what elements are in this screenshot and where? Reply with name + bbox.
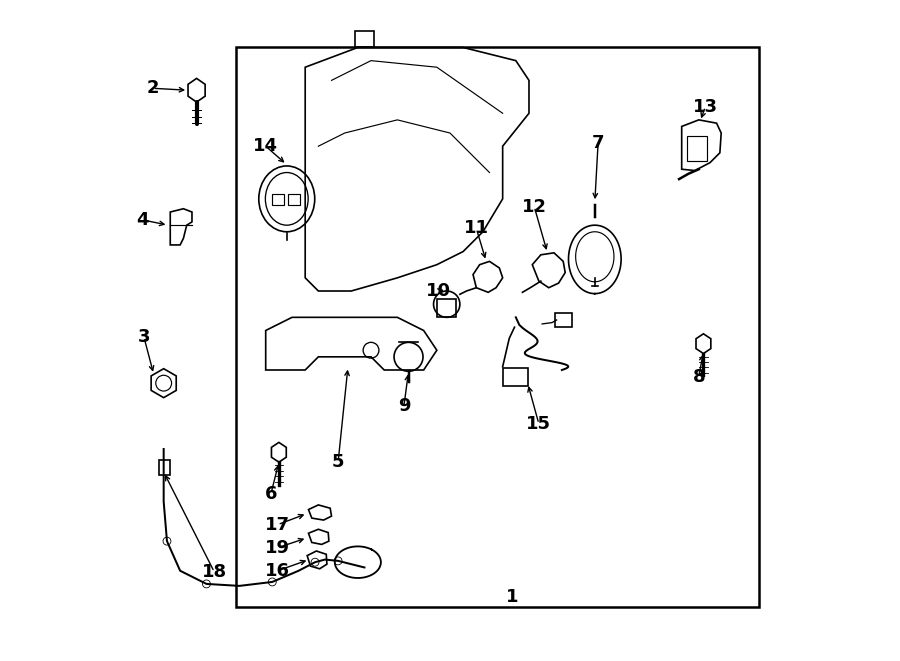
- Text: 6: 6: [265, 485, 277, 503]
- Text: 12: 12: [522, 198, 547, 215]
- Text: 14: 14: [253, 137, 278, 155]
- Bar: [159, 459, 169, 475]
- Text: 17: 17: [265, 516, 290, 533]
- Text: 15: 15: [526, 415, 552, 433]
- Text: 8: 8: [692, 368, 705, 385]
- Text: 10: 10: [426, 282, 451, 300]
- Bar: [236, 48, 760, 607]
- Text: 2: 2: [146, 79, 158, 97]
- Text: 1: 1: [507, 588, 518, 606]
- Bar: [555, 313, 572, 327]
- Bar: [503, 368, 527, 387]
- Text: 16: 16: [265, 562, 290, 580]
- Bar: [687, 136, 707, 161]
- Text: 19: 19: [265, 539, 290, 557]
- Text: 13: 13: [693, 98, 718, 116]
- Text: 4: 4: [137, 211, 148, 229]
- Text: 5: 5: [332, 453, 345, 471]
- Bar: [288, 194, 300, 206]
- Text: 9: 9: [398, 397, 410, 415]
- Text: 11: 11: [464, 219, 489, 237]
- Bar: [273, 194, 284, 206]
- Text: 7: 7: [592, 134, 605, 152]
- Text: 18: 18: [202, 563, 227, 581]
- Text: 3: 3: [138, 328, 150, 346]
- Bar: [437, 299, 456, 317]
